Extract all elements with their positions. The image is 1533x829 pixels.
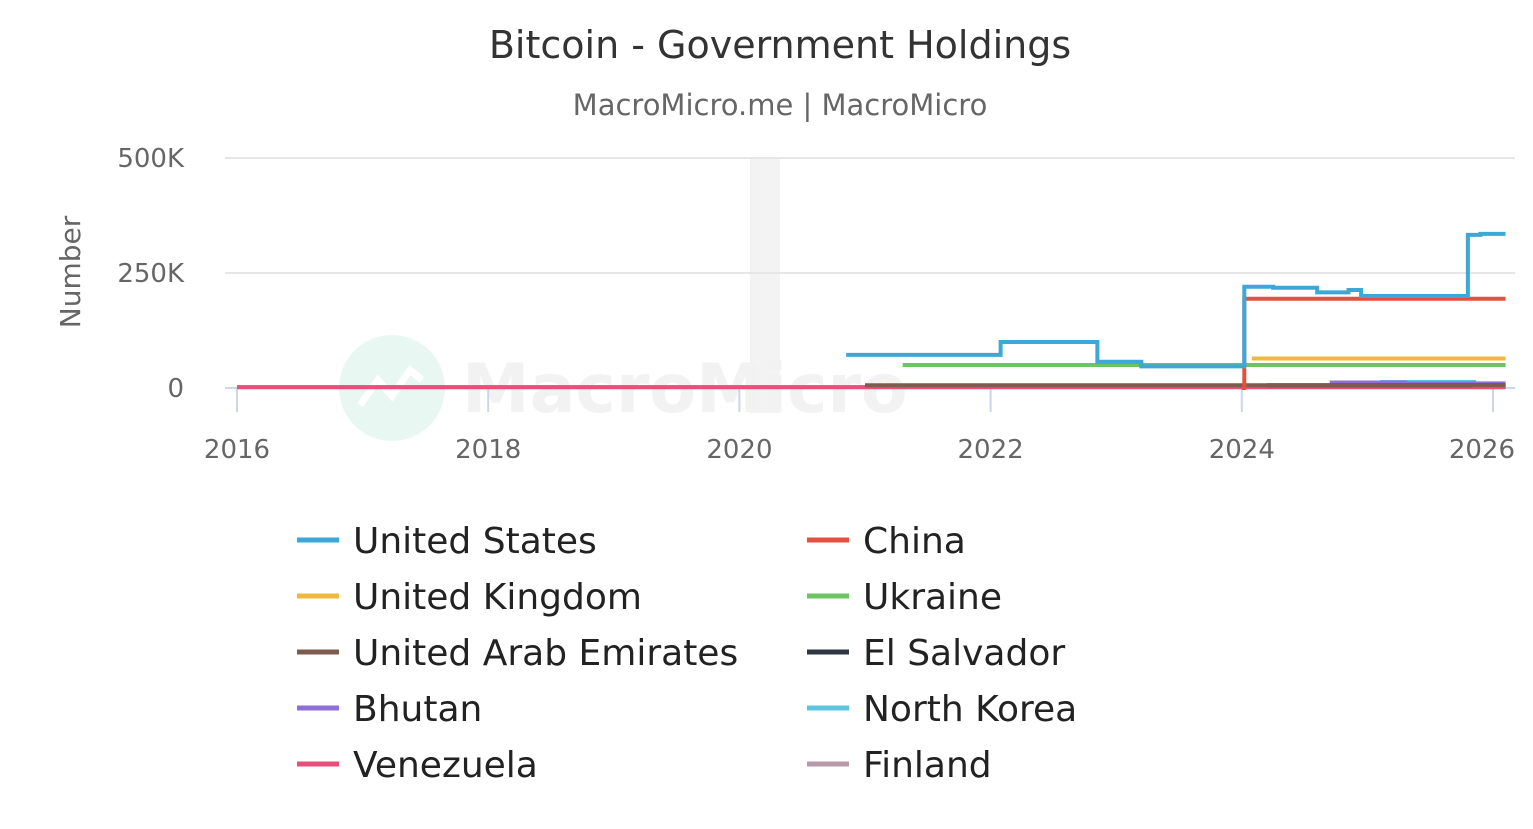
legend-label: United Arab Emirates <box>353 633 738 674</box>
legend-label: United States <box>353 521 597 562</box>
legend-label: Finland <box>863 745 992 786</box>
y-tick-label: 250K <box>117 259 185 289</box>
legend[interactable]: United States China United Kingdom Ukraine U… <box>297 521 1077 786</box>
legend-item-ukraine[interactable]: Ukraine <box>807 577 1002 618</box>
legend-item-united-kingdom[interactable]: United Kingdom <box>297 577 642 618</box>
legend-item-united-arab-emirates[interactable]: United Arab Emirates <box>297 633 738 674</box>
watermark-text: MacroMicro <box>462 350 908 429</box>
series-line-united-states <box>846 231 1506 369</box>
legend-label: Ukraine <box>863 577 1002 618</box>
x-tick-label: 2024 <box>1209 435 1275 465</box>
y-tick-label: 0 <box>167 374 184 404</box>
legend-item-china[interactable]: China <box>807 521 966 562</box>
y-tick-label: 500K <box>117 144 185 174</box>
y-axis-ticks: 0 250K 500K <box>117 144 185 404</box>
legend-item-el-salvador[interactable]: El Salvador <box>807 633 1065 674</box>
legend-label: El Salvador <box>863 633 1065 674</box>
legend-item-bhutan[interactable]: Bhutan <box>297 689 482 730</box>
x-tick-label: 2022 <box>958 435 1024 465</box>
legend-item-united-states[interactable]: United States <box>297 521 597 562</box>
legend-label: United Kingdom <box>353 577 642 618</box>
series-line-china <box>1241 296 1506 390</box>
legend-label: Venezuela <box>353 745 538 786</box>
x-tick-label: 2018 <box>455 435 521 465</box>
legend-label: North Korea <box>863 689 1077 730</box>
x-tick-label: 2026 <box>1449 435 1515 465</box>
legend-item-north-korea[interactable]: North Korea <box>807 689 1077 730</box>
chart-subtitle: MacroMicro.me | MacroMicro <box>573 88 988 122</box>
legend-label: China <box>863 521 966 562</box>
legend-label: Bhutan <box>353 689 482 730</box>
watermark-logo: MacroMicro <box>339 158 908 441</box>
gridlines <box>225 157 1515 274</box>
x-tick-label: 2020 <box>706 435 772 465</box>
plot-area <box>237 231 1506 390</box>
y-axis-label: Number <box>54 215 87 328</box>
legend-item-finland[interactable]: Finland <box>807 745 992 786</box>
chart-title: Bitcoin - Government Holdings <box>489 23 1071 67</box>
x-axis: 2016 2018 2020 2022 2024 2026 <box>204 387 1515 465</box>
x-tick-label: 2016 <box>204 435 270 465</box>
legend-item-venezuela[interactable]: Venezuela <box>297 745 538 786</box>
